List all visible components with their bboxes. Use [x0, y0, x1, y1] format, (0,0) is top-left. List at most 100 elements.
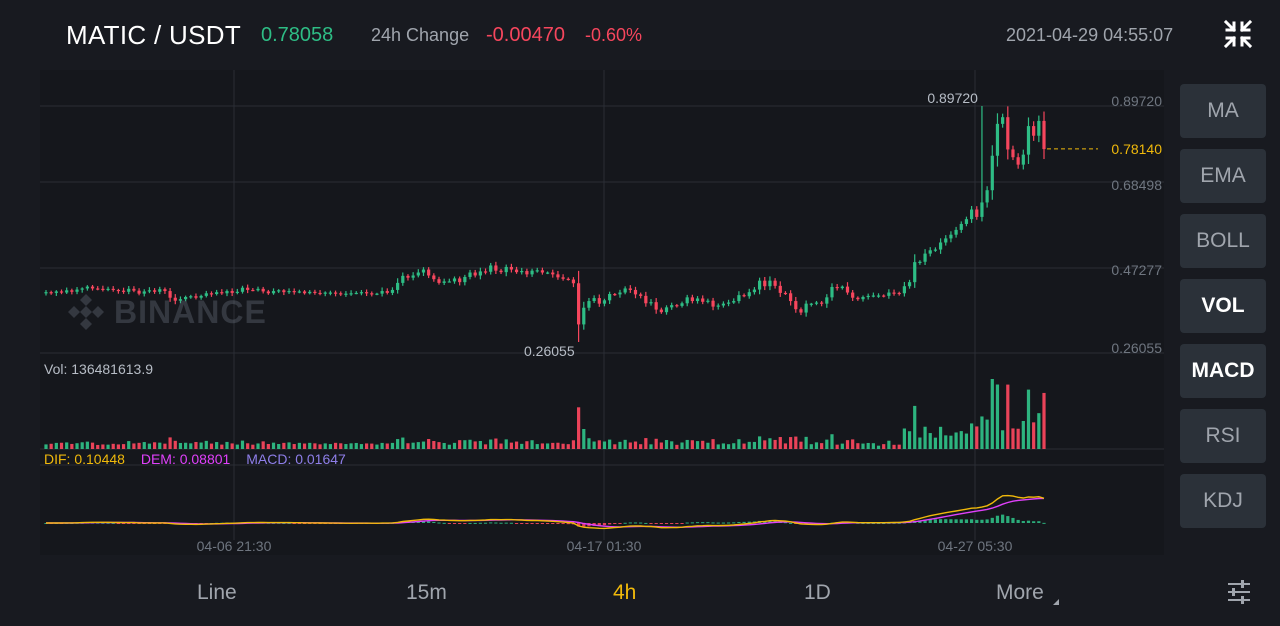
- volume-bar: [928, 433, 932, 449]
- current-price-label: 0.78140: [1111, 141, 1162, 157]
- volume-bar: [75, 443, 79, 449]
- tab-1d[interactable]: 1D: [804, 581, 831, 604]
- indicator-ema-button[interactable]: EMA: [1180, 149, 1266, 203]
- volume-bar: [478, 440, 482, 449]
- volume-bar: [954, 432, 958, 449]
- candle-body: [364, 292, 369, 294]
- max-price-label: 0.89720: [927, 90, 978, 106]
- dem-label: DEM: 0.08801: [140, 451, 231, 467]
- macd-histogram-bar: [514, 523, 519, 524]
- candle-body: [184, 296, 188, 300]
- candle-body: [75, 289, 79, 292]
- candle-body: [318, 292, 322, 295]
- volume-bar: [980, 416, 984, 449]
- volume-bar: [918, 437, 922, 449]
- candle-body: [277, 290, 281, 292]
- candle-body: [194, 296, 198, 298]
- candle-body: [954, 229, 958, 235]
- volume-bar: [215, 442, 219, 449]
- volume-bar: [1016, 428, 1020, 449]
- dif-line: [46, 494, 1045, 530]
- candle-body: [209, 293, 214, 295]
- chart-settings-button[interactable]: [1226, 579, 1252, 605]
- candle-body: [251, 289, 255, 292]
- volume-bar: [230, 443, 234, 449]
- candle-body: [158, 289, 162, 292]
- volume-bar: [613, 444, 617, 449]
- candle-body: [271, 291, 276, 294]
- interval-bar: Line 15m 4h 1D More: [0, 566, 1280, 626]
- tab-15m[interactable]: 15m: [406, 581, 447, 604]
- indicator-vol-button[interactable]: VOL: [1180, 279, 1266, 333]
- candle-body: [659, 309, 663, 313]
- candle-body: [442, 281, 446, 283]
- volume-bar: [933, 437, 938, 449]
- indicator-ma-button[interactable]: MA: [1180, 84, 1266, 138]
- min-price-label: 0.26055: [524, 343, 575, 359]
- volume-bar: [820, 443, 824, 449]
- macd-histogram-bar: [608, 523, 612, 525]
- candle-body: [96, 288, 100, 290]
- indicator-kdj-button[interactable]: KDJ: [1180, 474, 1266, 528]
- volume-bar: [964, 433, 969, 449]
- volume-bar: [970, 423, 974, 449]
- macd-histogram-bar: [282, 522, 286, 524]
- candle-body: [892, 292, 896, 294]
- candle-body: [737, 295, 741, 302]
- x-tick-label: 04-17 01:30: [567, 538, 642, 554]
- candle-body: [597, 298, 601, 304]
- x-tick-label: 04-27 05:30: [938, 538, 1013, 554]
- macd-histogram-bar: [685, 522, 689, 524]
- volume-bar: [602, 441, 607, 449]
- macd-histogram-bar: [442, 522, 446, 524]
- indicator-macd-button[interactable]: MACD: [1180, 344, 1266, 398]
- macd-histogram-bar: [711, 522, 715, 524]
- candle-body: [747, 292, 751, 297]
- candle-body: [101, 288, 105, 291]
- candle-body: [649, 302, 653, 304]
- macd-histogram-bar: [116, 523, 120, 524]
- tab-4h[interactable]: 4h: [613, 581, 637, 604]
- volume-bar: [59, 442, 64, 449]
- macd-histogram-bar: [639, 522, 643, 524]
- volume-bar: [489, 439, 493, 449]
- last-price: 0.78058: [261, 24, 334, 46]
- timestamp: 2021-04-29 04:55:07: [1006, 25, 1174, 45]
- macd-histogram-bar: [928, 519, 932, 523]
- macd-histogram-bar: [644, 522, 648, 524]
- candlestick-chart[interactable]: 0.89720 0.68498 0.47277 0.26055 04-06 21:30 0…: [0, 70, 1170, 560]
- volume-bar: [675, 444, 679, 449]
- indicator-rsi-button[interactable]: RSI: [1180, 409, 1266, 463]
- macd-histogram-bar: [473, 522, 477, 524]
- volume-bar: [184, 442, 188, 449]
- volume-bar: [318, 444, 322, 449]
- candle-body: [623, 288, 627, 293]
- tab-line[interactable]: Line: [197, 581, 237, 604]
- candle-body: [240, 287, 245, 292]
- macd-histogram-bar: [737, 522, 741, 524]
- volume-bar: [256, 443, 260, 449]
- trading-pair[interactable]: MATIC / USDT: [66, 20, 241, 50]
- chart-background: [40, 70, 1164, 555]
- candle-body: [773, 280, 777, 286]
- candle-body: [783, 292, 788, 295]
- volume-bar: [147, 443, 152, 449]
- volume-bar: [49, 443, 53, 449]
- volume-bar: [587, 438, 591, 449]
- candle-body: [690, 297, 694, 302]
- volume-bar: [649, 444, 653, 449]
- chart-area[interactable]: 0.89720 0.68498 0.47277 0.26055 04-06 21:30 0…: [0, 70, 1170, 560]
- collapse-fullscreen-button[interactable]: [1222, 18, 1254, 50]
- volume-bar: [525, 441, 529, 449]
- tab-more[interactable]: More: [996, 581, 1044, 604]
- candle-body: [835, 286, 839, 289]
- candle-body: [70, 290, 74, 292]
- candle-body: [142, 291, 146, 294]
- volume-bar: [189, 443, 193, 449]
- indicator-boll-button[interactable]: BOLL: [1180, 214, 1266, 268]
- volume-bar: [158, 442, 162, 449]
- candle-body: [980, 202, 984, 217]
- macd-histogram-bar: [618, 523, 622, 524]
- macd-histogram-bar: [494, 522, 498, 524]
- volume-bar: [887, 440, 891, 449]
